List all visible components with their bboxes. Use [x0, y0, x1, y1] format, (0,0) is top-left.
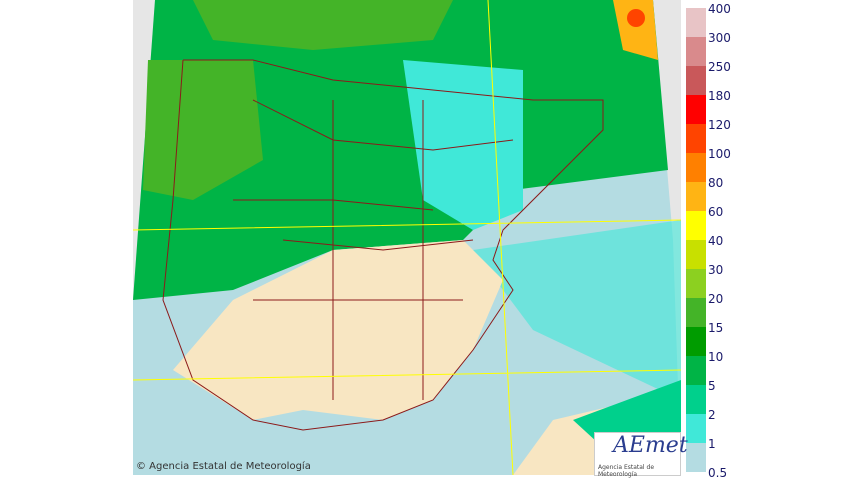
rain-heavy-northwest [143, 60, 263, 200]
legend-label: 30 [708, 263, 724, 277]
legend-label: 5 [708, 379, 716, 393]
legend-swatch [686, 182, 706, 211]
legend-label: 1 [708, 437, 716, 451]
precipitation-map [133, 0, 681, 475]
peak-core [627, 9, 645, 27]
legend-label: 180 [708, 89, 731, 103]
legend-swatch [686, 298, 706, 327]
legend-swatch [686, 356, 706, 385]
legend-label: 15 [708, 321, 724, 335]
rain-north [133, 0, 668, 300]
rain-top [193, 0, 453, 50]
legend-swatch [686, 211, 706, 240]
legend-label: 400 [708, 2, 731, 16]
legend-swatch [686, 37, 706, 66]
logo-text: AEmet [613, 433, 688, 458]
legend-swatch [686, 240, 706, 269]
graticule [133, 0, 681, 475]
color-legend [686, 8, 706, 472]
legend-label: 100 [708, 147, 731, 161]
legend-label: 2 [708, 408, 716, 422]
legend-label: 300 [708, 31, 731, 45]
logo-subtitle: Agencia Estatal de Meteorología [598, 464, 655, 478]
peak-northeast [613, 0, 658, 60]
coastline [162, 59, 604, 431]
aemet-logo: AEmet Agencia Estatal de Meteorología [594, 432, 688, 478]
legend-label: 20 [708, 292, 724, 306]
legend-swatch [686, 8, 706, 37]
legend-swatch [686, 153, 706, 182]
legend-swatch [686, 269, 706, 298]
legend-label: 120 [708, 118, 731, 132]
legend-swatch [686, 385, 706, 414]
copyright-credit: © Agencia Estatal de Meteorología [136, 461, 311, 472]
legend-swatch [686, 95, 706, 124]
sea-rain [473, 220, 681, 400]
legend-label: 250 [708, 60, 731, 74]
legend-label: 10 [708, 350, 724, 364]
legend-label: 40 [708, 234, 724, 248]
legend-label: 60 [708, 205, 724, 219]
legend-swatch [686, 443, 706, 472]
legend-swatch [686, 66, 706, 95]
legend-label: 0.5 [708, 466, 728, 480]
legend-swatch [686, 124, 706, 153]
province-borders [233, 99, 514, 400]
legend-swatch [686, 414, 706, 443]
legend-label: 80 [708, 176, 724, 190]
legend-swatch [686, 327, 706, 356]
